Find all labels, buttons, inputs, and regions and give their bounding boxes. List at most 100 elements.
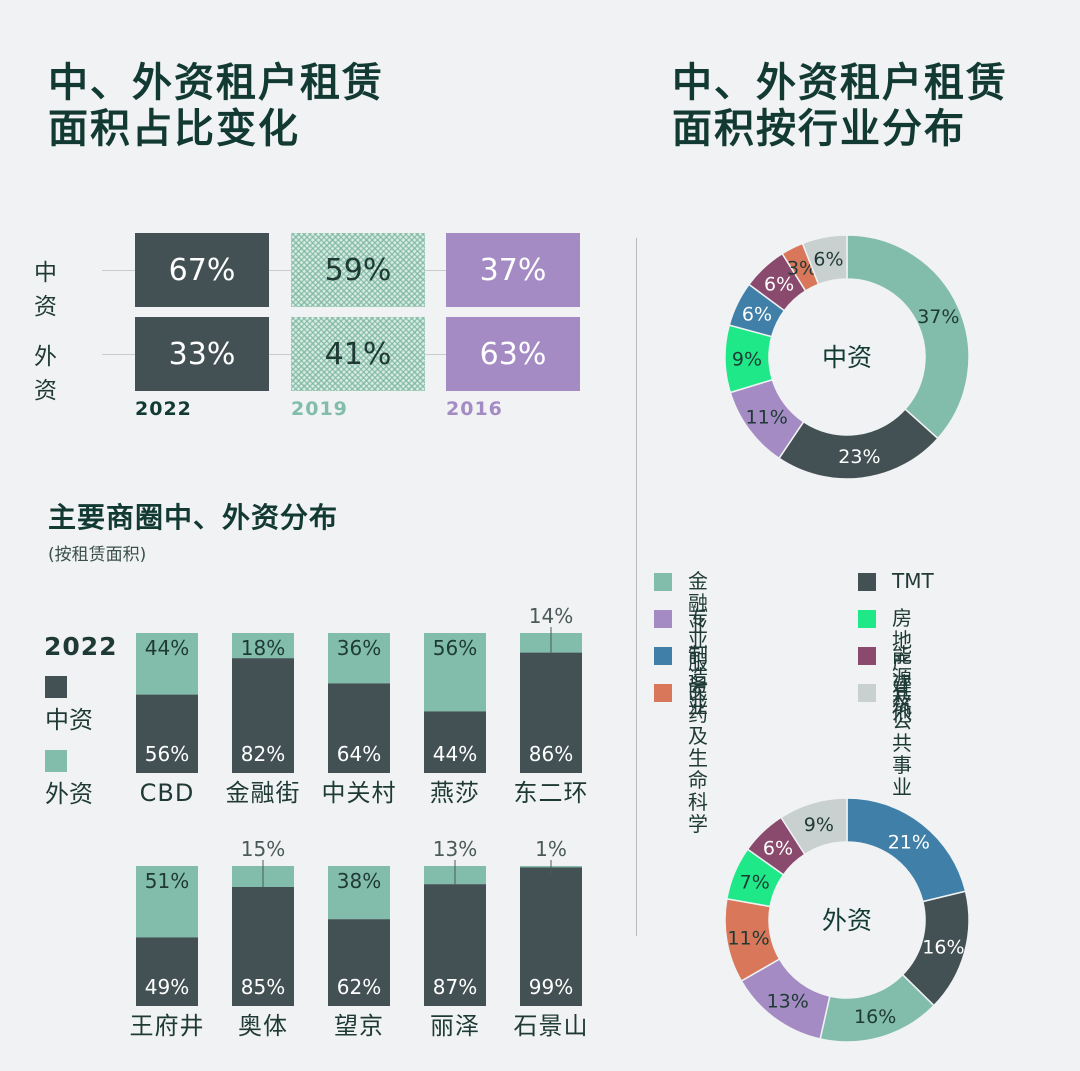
bar-category-label: 望京 <box>334 1012 384 1040</box>
bar-chinese <box>232 887 294 1006</box>
share-row-label: 中资 <box>34 260 57 320</box>
legend-foreign-swatch <box>45 750 67 772</box>
legend-chinese-label: 中资 <box>45 706 93 734</box>
share-cell: 63% <box>446 317 580 391</box>
bar-foreign <box>328 633 390 684</box>
bar-chinese-label: 86% <box>529 742 573 766</box>
district-bar-group: 64% 36% 中关村 <box>322 633 397 807</box>
bar-foreign-label: 13% <box>433 837 477 861</box>
donut-slice-label: 7% <box>740 871 770 893</box>
district-bar-group: 85% 15% 奥体 <box>232 837 294 1040</box>
donut-slice-label: 11% <box>727 927 769 949</box>
bar-foreign-label: 18% <box>241 636 285 660</box>
bar-chinese-label: 62% <box>337 975 381 999</box>
bar-category-label: CBD <box>140 779 195 807</box>
industry-legend-swatch <box>858 647 876 665</box>
bar-chinese-label: 44% <box>433 742 477 766</box>
donut-slice-label: 6% <box>763 838 793 860</box>
bar-foreign-label: 38% <box>337 869 381 893</box>
donut-slice <box>801 234 848 286</box>
bar-foreign-label: 14% <box>529 604 573 628</box>
donut-slice-label: 6% <box>764 274 794 296</box>
bar-category-label: 王府井 <box>130 1012 205 1040</box>
share-year-label: 2022 <box>135 398 192 420</box>
industry-donut-charts: 37%23%11%9%6%6%3%6%中资21%16%16%13%11%7%6%… <box>724 234 970 1043</box>
bar-foreign <box>328 866 390 920</box>
industry-legend-swatch <box>654 684 672 702</box>
right-main-title: 中、外资租户租赁 面积按行业分布 <box>672 60 1008 152</box>
right-main-title-line2: 面积按行业分布 <box>672 106 966 152</box>
bar-foreign-label: 44% <box>145 636 189 660</box>
district-bar-group: 86% 14% 东二环 <box>514 604 588 807</box>
district-subtitle: (按租赁面积) <box>48 545 147 565</box>
donut-slice <box>846 234 970 440</box>
share-cell: 37% <box>446 233 580 307</box>
industry-legend-label: 金融业 <box>688 569 708 637</box>
donut-slice-label: 16% <box>922 937 964 959</box>
industry-legend-swatch <box>654 610 672 628</box>
donut-chart: 21% 16% 16% 13% 11% 7% 6% 9% 外资 <box>724 797 970 1043</box>
industry-legend-swatch <box>858 610 876 628</box>
district-bar-group: 44% 56% 燕莎 <box>424 633 486 807</box>
district-bar-chart: 56% 44% CBD 82% 18% 金融街 64% 36% 中关村 44% 56% 燕莎 86% 14… <box>130 604 588 1040</box>
donut-slice-label: 9% <box>804 814 834 836</box>
bar-category-label: 金融街 <box>226 779 301 807</box>
bar-chinese <box>520 867 582 1006</box>
bar-foreign-label: 56% <box>433 636 477 660</box>
bar-foreign <box>136 633 198 695</box>
bar-foreign-label: 36% <box>337 636 381 660</box>
share-cell: 59% <box>291 233 425 307</box>
industry-legend-label: 制造业 <box>688 643 708 711</box>
bar-chinese-label: 87% <box>433 975 477 999</box>
donut-slice-label: 16% <box>854 1006 896 1028</box>
left-main-title-line2: 面积占比变化 <box>48 106 300 152</box>
share-row-label: 外资 <box>34 344 57 404</box>
bar-foreign <box>136 866 198 938</box>
bar-chinese <box>136 694 198 773</box>
legend-foreign-label: 外资 <box>45 780 93 808</box>
bar-chinese <box>520 652 582 773</box>
divider-line <box>636 238 637 936</box>
share-cell: 33% <box>135 317 269 391</box>
bar-category-label: 奥体 <box>238 1012 288 1040</box>
bar-chinese-label: 49% <box>145 975 189 999</box>
bar-category-label: 中关村 <box>322 779 397 807</box>
legend-chinese-swatch <box>45 676 67 698</box>
district-bar-group: 62% 38% 望京 <box>328 866 390 1040</box>
industry-legend-label: 其他 <box>892 680 912 726</box>
share-year-label: 2016 <box>446 398 503 420</box>
right-main-title-line1: 中、外资租户租赁 <box>672 60 1008 106</box>
donut-slice-label: 23% <box>838 446 880 468</box>
donut-slice <box>780 797 848 856</box>
district-bar-group: 87% 13% 丽泽 <box>424 837 486 1040</box>
industry-legend-swatch <box>858 684 876 702</box>
donut-slice-label: 37% <box>917 306 959 328</box>
district-bar-group: 56% 44% CBD <box>136 633 198 807</box>
district-title: 主要商圈中、外资分布 <box>48 501 339 534</box>
donut-chart: 37%23%11%9%6%6%3%6%中资 <box>724 234 970 480</box>
bar-foreign <box>424 633 486 712</box>
donut-center-label: 中资 <box>822 343 872 372</box>
donut-center-label: 外资 <box>822 906 872 935</box>
industry-legend-swatch <box>654 647 672 665</box>
share-cell: 41% <box>291 317 425 391</box>
bar-category-label: 燕莎 <box>430 779 480 807</box>
district-bar-group: 49% 51% 王府井 <box>130 866 205 1040</box>
left-main-title: 中、外资租户租赁 面积占比变化 <box>48 60 384 152</box>
bar-chinese <box>328 683 390 773</box>
bar-foreign-label: 51% <box>145 869 189 893</box>
bar-chinese-label: 85% <box>241 975 285 999</box>
donut-slice-label: 9% <box>732 349 762 371</box>
industry-legend-label: 房地产建筑 <box>892 606 912 718</box>
share-year-label: 2019 <box>291 398 348 420</box>
industry-legend-swatch <box>858 573 876 591</box>
donut-slice-label: 11% <box>746 407 788 429</box>
bar-chinese <box>424 884 486 1006</box>
bar-chinese-label: 64% <box>337 742 381 766</box>
donut-slice-label: 13% <box>767 991 809 1013</box>
bar-chinese <box>424 711 486 773</box>
bar-foreign-label: 1% <box>535 837 567 861</box>
industry-legend-label: TMT <box>892 569 934 593</box>
district-legend-year: 2022 <box>44 632 118 661</box>
donut-slice-label: 21% <box>888 831 930 853</box>
